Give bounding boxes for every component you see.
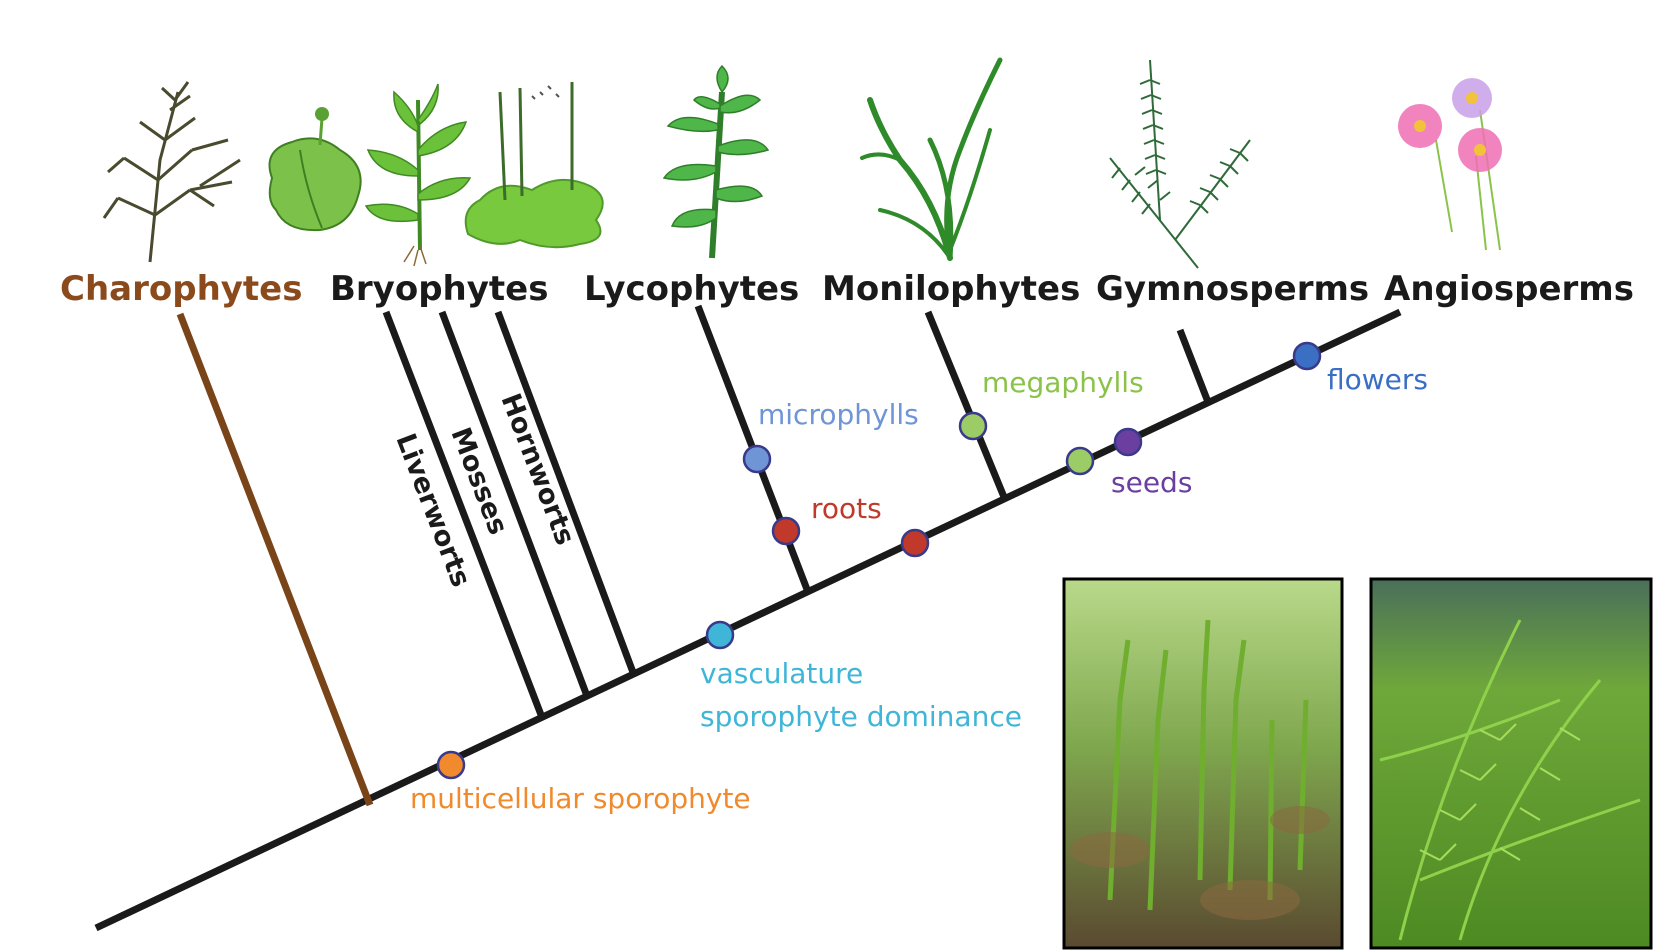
label-charophytes: Charophytes — [60, 269, 302, 309]
label-roots: roots — [811, 492, 882, 525]
marker-seeds — [1113, 427, 1143, 457]
marker-flowers — [1292, 341, 1322, 371]
fern-photo — [1369, 577, 1653, 950]
charophyte-illustration — [102, 81, 241, 263]
angiosperm-illustration — [1398, 78, 1502, 251]
moss-illustration — [364, 83, 472, 267]
marker-multicellular-sporophyte — [436, 750, 466, 780]
label-flowers: flowers — [1327, 363, 1428, 396]
branch-hornworts — [494, 310, 638, 677]
label-bryophytes: Bryophytes — [330, 269, 548, 309]
branch-monilophytes — [924, 310, 1008, 499]
marker-vasculature — [705, 620, 735, 650]
marker-microphylls — [742, 444, 772, 474]
hornwort-illustration — [464, 82, 604, 249]
trait-markers — [436, 341, 1322, 780]
label-microphylls: microphylls — [758, 398, 919, 431]
label-sporophyte-dominance: sporophyte dominance — [700, 700, 1022, 733]
branch-mosses — [438, 310, 591, 698]
marker-roots-lycophyte — [771, 516, 801, 546]
label-monilophytes: Monilophytes — [822, 269, 1080, 309]
monilophyte-illustration — [860, 57, 1003, 261]
tree-branches — [94, 304, 1402, 932]
liverwort-illustration — [268, 107, 362, 232]
branch-charophytes — [176, 312, 374, 807]
lycophyte-illustration — [662, 64, 770, 259]
label-megaphylls: megaphylls — [982, 366, 1144, 399]
label-vasculature: vasculature — [700, 657, 863, 690]
label-seeds: seeds — [1111, 466, 1192, 499]
label-multicellular-sporophyte: multicellular sporophyte — [410, 782, 751, 815]
label-angiosperms: Angiosperms — [1384, 269, 1634, 309]
branch-gymnosperms — [1176, 328, 1212, 404]
main-trunk — [94, 308, 1402, 932]
marker-megaphylls-monilophyte — [958, 411, 988, 441]
label-lycophytes: Lycophytes — [584, 269, 799, 309]
marker-megaphylls-main — [1065, 446, 1095, 476]
marker-roots-main — [900, 528, 930, 558]
lycophyte-photo — [1062, 577, 1344, 950]
gymnosperm-illustration — [1109, 59, 1251, 269]
label-gymnosperms: Gymnosperms — [1096, 269, 1369, 309]
branch-liverworts — [382, 310, 547, 722]
